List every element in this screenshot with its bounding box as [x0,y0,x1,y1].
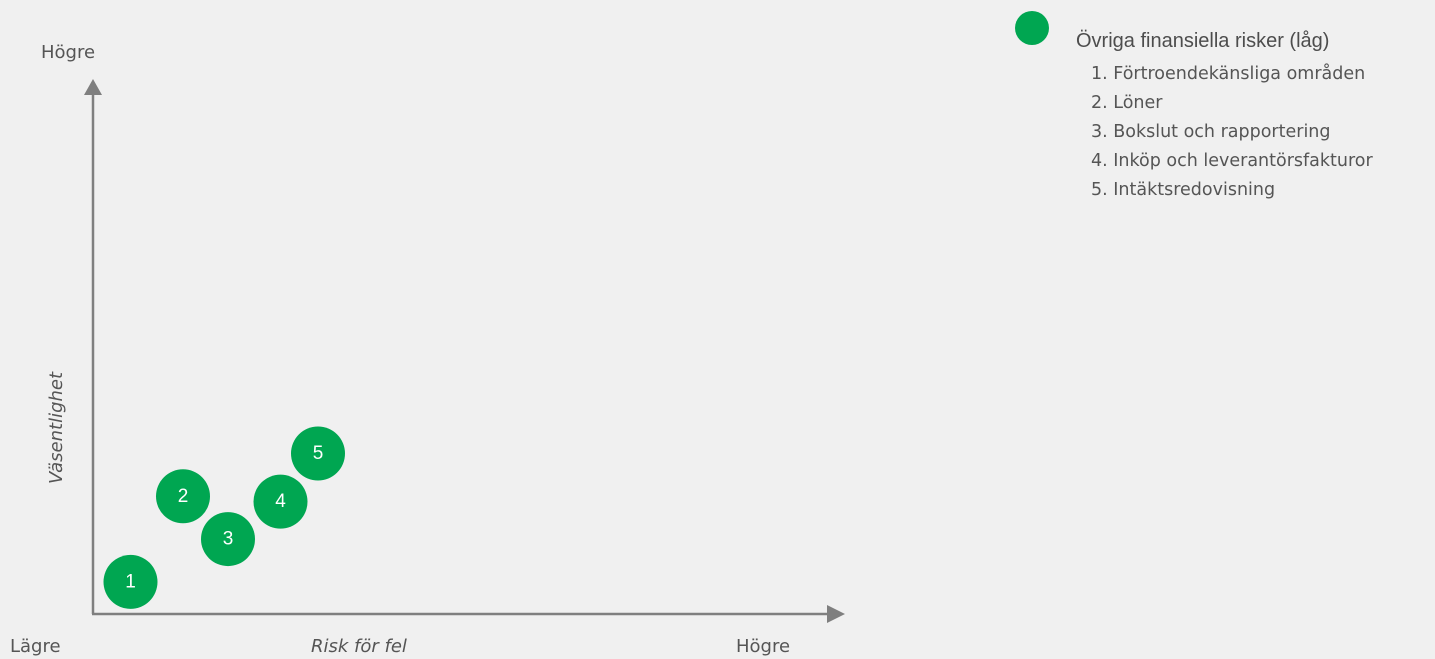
legend-item: 2. Löner [1091,93,1163,113]
data-point-2 [156,469,210,524]
legend-swatch-icon [1015,11,1049,45]
x-axis-title: Risk för fel [311,636,407,657]
x-axis-high-label: Högre [736,636,790,657]
legend-title: Övriga finansiella risker (låg) [1076,30,1330,52]
data-points: 1 2 3 4 5 [103,426,345,609]
legend-list: 1. Förtroendekänsliga områden 2. Löner 3… [1091,60,1373,205]
data-point-1 [103,554,158,609]
data-point-label-4: 4 [275,491,286,512]
legend-header: Övriga finansiella risker (låg) [1014,10,1435,70]
y-axis-title: Väsentlighet [46,371,67,484]
data-point-5 [291,426,345,481]
data-point-3 [201,512,255,567]
legend-item: 4. Inköp och leverantörsfakturor [1091,151,1373,171]
legend-item: 3. Bokslut och rapportering [1091,122,1331,142]
data-point-label-5: 5 [313,443,324,464]
data-point-4 [253,474,308,529]
legend-item: 1. Förtroendekänsliga områden [1091,64,1366,84]
data-point-label-2: 2 [178,486,189,507]
x-axis-low-label: Lägre [10,636,61,657]
data-point-label-1: 1 [125,571,136,592]
x-axis-arrow-icon [827,605,845,623]
legend: Övriga finansiella risker (låg) 1. Förtr… [1014,10,1435,200]
data-point-label-3: 3 [223,529,234,550]
y-axis-high-label: Högre [41,42,95,63]
legend-item: 5. Intäktsredovisning [1091,180,1276,200]
y-axis-arrow-icon [84,79,102,95]
